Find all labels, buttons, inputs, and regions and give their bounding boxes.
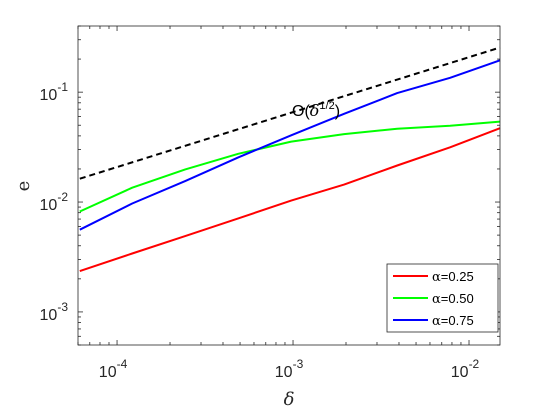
x-tick-label: 10-3 — [275, 357, 304, 381]
annotation-prefix: O( — [292, 103, 310, 120]
y-tick-label: 10-1 — [40, 80, 69, 104]
annotation-exponent: 1/2 — [319, 100, 334, 112]
x-axis-label: δ — [284, 389, 295, 410]
legend: α=0.25 α=0.50 α=0.75 — [386, 263, 499, 333]
legend-label: α=0.25 — [432, 269, 474, 285]
series-line-2 — [79, 59, 501, 231]
annotation-suffix: ) — [335, 103, 340, 120]
y-tick-label: 10-2 — [40, 190, 69, 214]
y-tick-group: 10-3 10-2 10-1 — [40, 25, 500, 346]
legend-entries: α=0.25 α=0.50 α=0.75 — [393, 269, 474, 329]
reference-slope-line — [79, 46, 501, 180]
series-lines — [79, 46, 501, 273]
x-tick-label: 10-4 — [99, 357, 128, 381]
legend-label: α=0.50 — [432, 291, 474, 307]
y-tick-label: 10-3 — [40, 300, 69, 324]
legend-label: α=0.75 — [432, 313, 474, 329]
annotation-text: O(δ1/2) — [292, 100, 340, 120]
y-axis-label: e — [13, 181, 34, 192]
plot-frame — [77, 25, 501, 346]
x-tick-group: 10-4 10-3 10-2 — [77, 26, 480, 381]
series-line-0 — [79, 127, 501, 273]
annotation-symbol: δ — [310, 101, 320, 120]
x-tick-label: 10-2 — [451, 357, 480, 381]
series-line-1 — [79, 120, 501, 213]
